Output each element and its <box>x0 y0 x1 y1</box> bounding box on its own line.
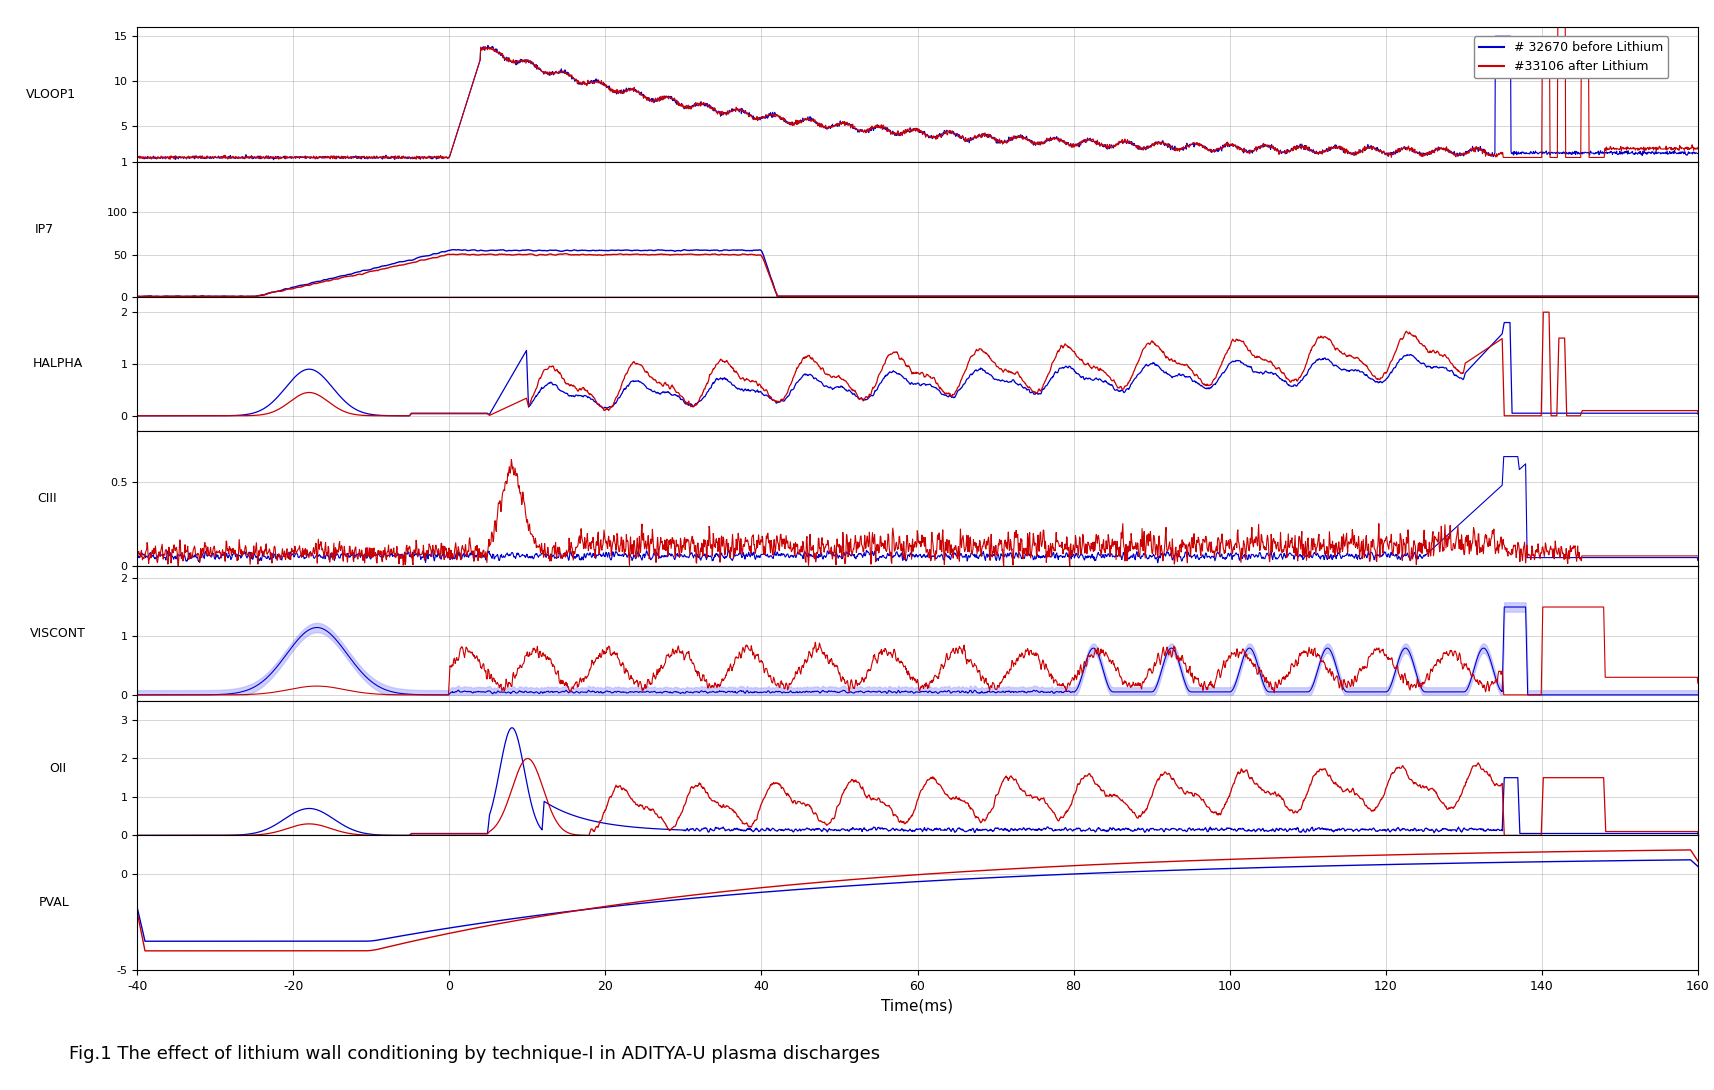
Y-axis label: VLOOP1: VLOOP1 <box>26 88 75 101</box>
Y-axis label: HALPHA: HALPHA <box>33 358 82 371</box>
Y-axis label: CIII: CIII <box>38 493 57 505</box>
Y-axis label: IP7: IP7 <box>34 222 53 235</box>
Y-axis label: PVAL: PVAL <box>39 896 69 909</box>
Y-axis label: OII: OII <box>50 762 67 775</box>
Y-axis label: VISCONT: VISCONT <box>29 627 86 640</box>
Text: Fig.1 The effect of lithium wall conditioning by technique-I in ADITYA-U plasma : Fig.1 The effect of lithium wall conditi… <box>69 1044 879 1063</box>
Legend: # 32670 before Lithium, #33106 after Lithium: # 32670 before Lithium, #33106 after Lit… <box>1472 36 1668 78</box>
X-axis label: Time(ms): Time(ms) <box>881 998 953 1014</box>
